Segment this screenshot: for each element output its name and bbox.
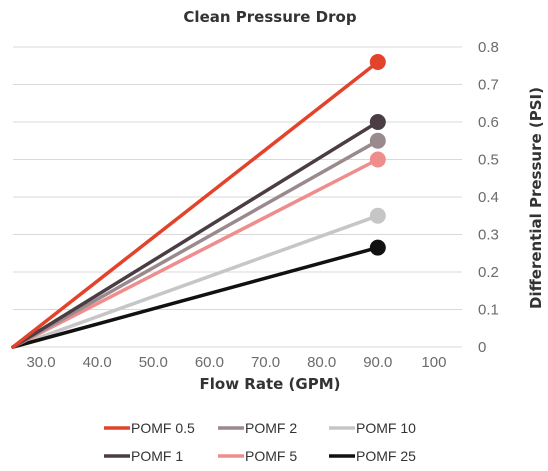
x-axis-title: Flow Rate (GPM)	[200, 375, 341, 393]
x-tick-label: 50.0	[139, 354, 168, 371]
series-line	[11, 139, 380, 349]
legend-item: POMF 25	[329, 448, 416, 464]
series-line	[11, 245, 380, 349]
legend-label: POMF 10	[356, 420, 416, 436]
series-pomf-10	[11, 207, 386, 349]
legend-item: POMF 5	[218, 448, 297, 464]
series-line	[11, 120, 380, 349]
series-lines	[11, 54, 386, 349]
series-pomf-1	[11, 114, 386, 349]
legend-label: POMF 5	[245, 448, 297, 464]
y-tick-label: 0.1	[478, 302, 499, 319]
legend-item: POMF 10	[329, 420, 416, 436]
x-tick-label: 90.0	[363, 354, 392, 371]
x-tick-label: 100	[421, 354, 446, 371]
y-tick-label: 0.7	[478, 77, 499, 94]
series-end-point	[369, 114, 386, 130]
y-tick-label: 0.5	[478, 152, 499, 169]
y-tick-label: 0	[478, 339, 486, 356]
legend-item: POMF 1	[104, 448, 183, 464]
grid-lines	[13, 46, 462, 348]
x-tick-label: 60.0	[195, 354, 224, 371]
y-tick-label: 0.6	[478, 114, 499, 131]
series-pomf-25	[11, 239, 386, 349]
legend-item: POMF 2	[218, 420, 297, 436]
legend-label: POMF 0.5	[131, 420, 195, 436]
y-tick-labels: 0 0.1 0.2 0.3 0.4 0.5 0.6 0.7 0.8	[478, 39, 499, 356]
y-tick-label: 0.3	[478, 227, 499, 244]
y-tick-label: 0.2	[478, 264, 499, 281]
y-tick-label: 0.8	[478, 39, 499, 56]
x-tick-label: 80.0	[307, 354, 336, 371]
series-pomf-5	[11, 151, 386, 349]
legend-label: POMF 25	[356, 448, 416, 464]
y-axis-title: Differential Pressure (PSI)	[527, 87, 545, 309]
series-end-point	[369, 207, 386, 224]
series-end-point	[369, 239, 386, 256]
y-tick-label: 0.4	[478, 189, 499, 206]
series-line	[11, 60, 380, 349]
series-end-point	[369, 151, 386, 168]
x-tick-label: 40.0	[83, 354, 112, 371]
series-pomf-2	[11, 132, 386, 349]
series-end-point	[369, 132, 386, 149]
series-line	[11, 157, 380, 349]
series-end-point	[369, 54, 386, 70]
x-tick-labels: 30.0 40.0 50.0 60.0 70.0 80.0 90.0 100	[26, 354, 446, 371]
x-tick-label: 70.0	[251, 354, 280, 371]
legend-item: POMF 0.5	[104, 420, 195, 436]
chart-title: Clean Pressure Drop	[183, 8, 356, 26]
legend-label: POMF 2	[245, 420, 297, 436]
x-tick-label: 30.0	[26, 354, 55, 371]
series-pomf-0-5	[11, 54, 386, 349]
legend-label: POMF 1	[131, 448, 183, 464]
legend: POMF 0.5 POMF 2 POMF 10 POMF 1 POMF 5 POMF 25	[104, 420, 416, 464]
series-line	[11, 214, 380, 349]
